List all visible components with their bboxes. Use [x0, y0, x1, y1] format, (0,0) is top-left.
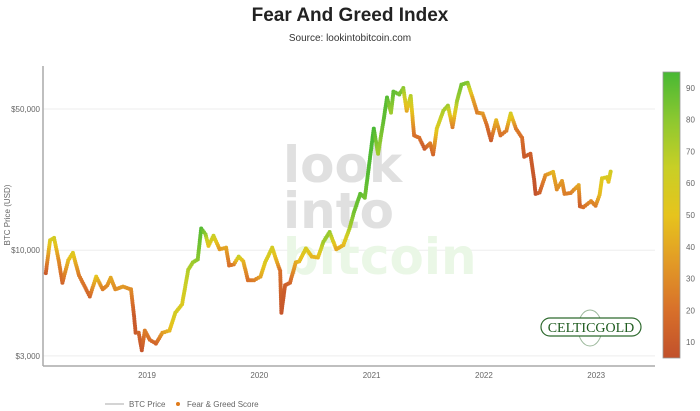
colorbar-tick-label: 10: [686, 338, 695, 347]
legend-fear-greed[interactable]: Fear & Greed Score: [187, 400, 259, 409]
chart-subtitle: Source: lookintobitcoin.com: [288, 33, 412, 44]
y-tick-label: $3,000: [16, 352, 41, 361]
x-tick-label: 2020: [250, 371, 268, 380]
y-tick-label: $10,000: [11, 246, 40, 255]
colorbar-tick-label: 90: [686, 84, 695, 93]
logo-text: CELTICGOLD: [548, 321, 635, 336]
colorbar-tick-label: 30: [686, 275, 695, 284]
x-tick-label: 2021: [363, 371, 381, 380]
fear-greed-point: [133, 330, 138, 335]
fear-greed-point: [608, 169, 613, 174]
colorbar-tick-label: 60: [686, 179, 695, 188]
watermark-into: into: [283, 182, 394, 240]
colorbar-tick-label: 50: [686, 211, 695, 220]
celticgold-logo: CELTICGOLD: [540, 309, 642, 347]
legend-dot-icon: [176, 402, 180, 406]
watermark: look into bitcoin: [283, 136, 477, 286]
x-tick-label: 2022: [475, 371, 493, 380]
colorbar-tick-label: 80: [686, 116, 695, 125]
legend-btc-price[interactable]: BTC Price: [129, 400, 166, 409]
colorbar-tick-label: 70: [686, 147, 695, 156]
y-tick-label: $50,000: [11, 105, 40, 114]
chart-title: Fear And Greed Index: [251, 5, 449, 26]
colorbar-tick-label: 40: [686, 243, 695, 252]
x-tick-label: 2023: [587, 371, 605, 380]
watermark-look: look: [283, 136, 404, 194]
colorbar: [662, 71, 681, 359]
colorbar-tick-label: 20: [686, 306, 695, 315]
x-tick-label: 2019: [138, 371, 156, 380]
y-axis-label: BTC Price (USD): [3, 184, 12, 245]
